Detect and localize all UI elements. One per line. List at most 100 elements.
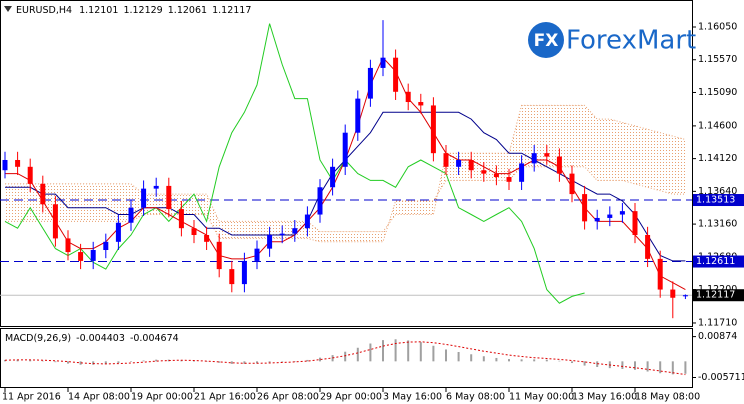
macd-bar — [495, 357, 498, 362]
candle-body — [619, 211, 625, 215]
macd-bar — [243, 361, 246, 364]
price-label-box — [693, 289, 744, 302]
candle-body — [78, 252, 84, 261]
candle-body — [267, 235, 273, 249]
macd-bar — [558, 360, 561, 362]
candle-body — [468, 159, 474, 171]
candle-body — [40, 183, 46, 205]
candle-body — [317, 187, 323, 215]
x-tick-label: 13 May 16:00 — [572, 392, 637, 403]
y-tick-label: 0.00874 — [698, 331, 737, 342]
candle-body — [380, 57, 386, 68]
candle-body — [645, 235, 651, 259]
main-panel-border — [0, 0, 693, 327]
candle-body — [52, 204, 58, 239]
y-tick-label: 1.14120 — [698, 153, 737, 164]
macd-bar — [634, 361, 636, 370]
candle-body — [443, 153, 449, 167]
macd-bar — [155, 359, 158, 362]
candle-body — [531, 153, 537, 164]
x-tick-label: 3 May 16:00 — [383, 392, 442, 403]
macd-title: MACD(9,26,9) — [5, 333, 71, 344]
candle-body — [204, 235, 210, 242]
macd-bar — [16, 359, 19, 362]
candle-body — [657, 258, 663, 290]
ichimoku-cloud — [5, 105, 686, 242]
macd-bar — [130, 361, 132, 362]
candle-body — [519, 163, 525, 182]
macd-bar — [533, 359, 536, 362]
candle-body — [279, 233, 285, 236]
macd-bar — [482, 356, 485, 362]
macd-bar — [117, 361, 120, 364]
candle-body — [355, 98, 361, 133]
level-label: 1.12611 — [696, 256, 735, 267]
candle-body — [405, 91, 411, 103]
candle-body — [65, 238, 71, 253]
x-tick-label: 26 Apr 08:00 — [257, 392, 319, 403]
macd-bar — [520, 359, 523, 362]
macd-bar — [394, 339, 397, 362]
candle-body — [191, 228, 197, 236]
candle-body — [582, 194, 588, 222]
candle-body — [229, 269, 235, 285]
level-label: 1.13513 — [696, 195, 735, 206]
macd-bar — [180, 360, 183, 362]
macd-bar — [319, 357, 321, 362]
y-tick-label: -0.005711 — [698, 372, 744, 383]
y-tick-label: 1.16050 — [698, 22, 737, 33]
macd-bar — [268, 361, 271, 363]
open-value: 1.12101 — [79, 5, 118, 16]
macd-bar — [104, 361, 107, 365]
signal-value: -0.004674 — [130, 333, 179, 344]
candle-body — [569, 173, 575, 195]
brand-icon-circle — [528, 22, 564, 58]
macd-bar — [41, 360, 44, 362]
candle-body — [632, 211, 638, 236]
y-tick-label: 1.14600 — [698, 120, 737, 131]
price-label: 1.12117 — [696, 290, 735, 301]
macd-bar — [54, 361, 57, 363]
macd-bar — [4, 359, 6, 362]
candle-body — [456, 159, 462, 167]
macd-bar — [67, 361, 69, 364]
x-tick-label: 11 Apr 2016 — [2, 392, 61, 403]
candle-body — [481, 170, 487, 174]
candle-body — [304, 214, 310, 229]
level-label-box — [693, 255, 744, 268]
candle-body — [178, 209, 184, 229]
macd-header: MACD(9,26,9) -0.004403 -0.004674 — [5, 333, 179, 344]
macd-bar — [306, 359, 309, 362]
macd-bar — [256, 361, 258, 364]
indicator-line — [4, 23, 585, 304]
candle-body — [670, 289, 676, 298]
candle-body — [544, 153, 550, 157]
macd-bar — [470, 354, 473, 362]
macd-value: -0.004403 — [76, 333, 125, 344]
macd-bar — [293, 361, 296, 362]
macd-bar — [445, 349, 447, 362]
x-tick-label: 18 May 08:00 — [635, 392, 700, 403]
y-tick-label: 1.15090 — [698, 87, 737, 98]
candle-body — [241, 260, 247, 285]
macd-bar — [659, 361, 662, 374]
x-tick-label: 11 May 00:00 — [509, 392, 574, 403]
candle-body — [556, 156, 562, 174]
macd-bar — [457, 352, 460, 362]
high-value: 1.12129 — [123, 5, 162, 16]
cloud-span — [5, 104, 686, 233]
close-value: 1.12117 — [212, 5, 251, 16]
x-tick-label: 14 Apr 08:00 — [68, 392, 130, 403]
low-value: 1.12061 — [168, 5, 207, 16]
plot-layer: 1.16050 1.15570 1.15090 1.14600 1.14120 1.136… — [0, 20, 744, 403]
candle-body — [103, 241, 109, 251]
candle-body — [342, 132, 348, 167]
symbol-menu-icon[interactable] — [4, 6, 12, 12]
header: EURUSD,H4 1.12101 1.12129 1.12061 1.1211… — [16, 5, 251, 16]
macd-bar — [646, 361, 649, 372]
candle-body — [128, 207, 134, 223]
macd-bar — [571, 361, 573, 364]
macd-bar — [79, 361, 82, 365]
macd-bar — [142, 360, 145, 362]
brand-logo: FX ForexMart — [528, 22, 696, 58]
